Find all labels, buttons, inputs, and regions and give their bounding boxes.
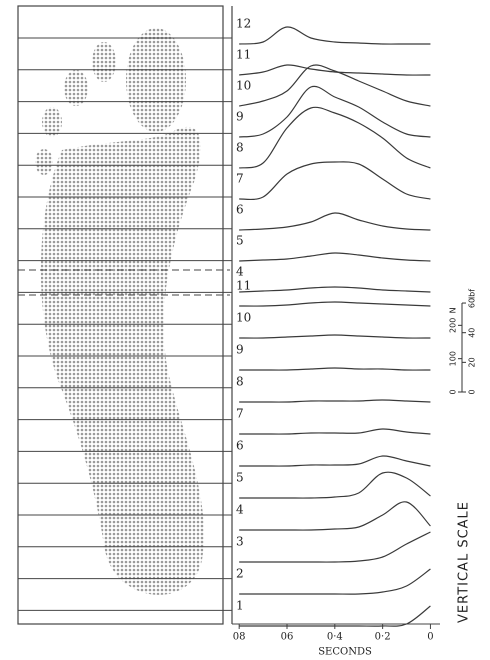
x-tick-label: 0·4	[327, 632, 343, 643]
strip-label: 9	[236, 110, 244, 124]
force-trace	[239, 455, 431, 467]
force-trace	[239, 85, 431, 138]
x-tick-label: 06	[281, 632, 294, 643]
force-trace	[239, 106, 431, 169]
strip-label: 10	[236, 311, 251, 325]
strip-label: 7	[236, 407, 244, 421]
scale-unit: lbf	[468, 289, 477, 299]
strip-label: 7	[236, 172, 244, 186]
strip-label: 8	[236, 375, 244, 389]
force-trace	[239, 531, 431, 563]
footprint	[35, 28, 205, 595]
strip-label: 3	[236, 535, 244, 549]
force-trace	[239, 301, 431, 307]
strip-label: 11	[236, 279, 251, 293]
x-axis-label: SECONDS	[318, 647, 372, 658]
scale-tick-label: 0	[449, 389, 458, 394]
x-tick-label: 08	[233, 632, 246, 643]
toe	[35, 149, 53, 175]
toe	[92, 42, 116, 82]
big-toe	[126, 28, 186, 132]
toe	[64, 70, 88, 106]
sole	[40, 126, 205, 595]
force-trace	[239, 605, 431, 627]
toe	[42, 107, 62, 137]
scale-tick-label: 200	[449, 318, 458, 333]
force-trace	[239, 26, 431, 45]
force-trace	[239, 471, 431, 499]
strip-label: 12	[236, 17, 251, 31]
strip-label: 8	[236, 141, 244, 155]
strip-label: 1	[236, 599, 244, 613]
scale-tick-label: 0	[468, 389, 477, 394]
force-trace	[239, 568, 431, 595]
strip-label: 5	[236, 234, 244, 248]
strip-label: 4	[236, 503, 244, 517]
strip-label: 4	[236, 265, 244, 279]
strip-label: 6	[236, 439, 244, 453]
force-trace	[239, 64, 431, 76]
scale-title: VERTICAL SCALE	[457, 501, 472, 623]
force-trace	[239, 399, 431, 403]
force-trace	[239, 367, 431, 371]
scale-tick-label: 60	[468, 298, 477, 308]
force-trace	[239, 334, 431, 339]
force-trace	[239, 428, 431, 435]
force-trace	[239, 212, 431, 231]
scale-tick-label: 100	[449, 351, 458, 366]
strip-label: 10	[236, 79, 251, 93]
strip-label: 9	[236, 343, 244, 357]
force-trace	[239, 64, 431, 107]
scale-tick-label: 20	[468, 357, 477, 367]
strip-label: 6	[236, 203, 244, 217]
x-tick-label: 0·2	[375, 632, 391, 643]
strip-label: 5	[236, 471, 244, 485]
scale-unit: N	[449, 307, 458, 313]
force-trace	[239, 286, 431, 293]
strip-label: 11	[236, 48, 251, 62]
force-trace	[239, 252, 431, 262]
strip-label: 2	[236, 567, 244, 581]
footprint-frame	[17, 5, 224, 625]
x-tick-label: 0	[427, 632, 433, 643]
force-trace	[239, 161, 431, 201]
scale-tick-label: 40	[468, 328, 477, 338]
force-trace	[239, 501, 431, 531]
